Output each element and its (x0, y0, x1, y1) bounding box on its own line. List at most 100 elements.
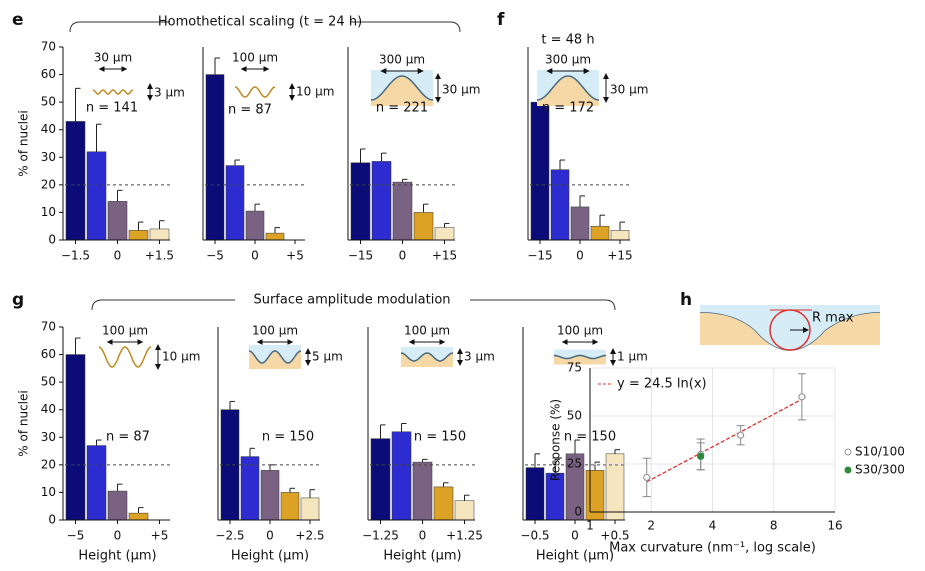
bar (570, 206, 590, 241)
y-tick-label: 0 (48, 513, 56, 527)
header: Homothetical scaling (t = 24 h) (158, 15, 362, 30)
bar (107, 490, 128, 521)
inset-wave (98, 346, 152, 368)
height-label: 3 µm (154, 86, 185, 100)
inset-substrate (537, 76, 599, 106)
x-tick-label: 16 (827, 519, 842, 533)
width-label: 100 µm (252, 324, 298, 338)
x-tick-label: −15 (348, 249, 373, 263)
height-label: 3 µm (464, 350, 495, 364)
x-axis-label: Height (µm) (231, 549, 309, 564)
x-tick-label: +5 (286, 249, 304, 263)
inset-wave (370, 75, 434, 101)
height-label: 5 µm (312, 350, 343, 364)
bracket-gap (235, 292, 470, 308)
bar (370, 438, 391, 521)
bar (149, 228, 170, 241)
y-axis-label: Response (%) (549, 399, 563, 481)
x-tick-label: −5 (67, 529, 85, 543)
header: t = 48 h (541, 33, 594, 48)
inset-label: R max (812, 311, 854, 326)
x-tick-label: 0 (571, 529, 579, 543)
x-tick-label: −0.5 (520, 529, 549, 543)
y-tick-label: 60 (41, 67, 56, 81)
inset-wave (400, 352, 454, 362)
x-tick-label: +2.5 (295, 529, 324, 543)
bar (392, 181, 413, 241)
bar (525, 467, 545, 521)
bar (65, 121, 86, 241)
bar (454, 500, 475, 521)
inset-substrate (371, 76, 433, 106)
bar (300, 497, 320, 521)
inset-wave (553, 354, 607, 360)
y-axis-label: % of nuclei (17, 110, 31, 176)
y-tick-label: 10 (41, 205, 56, 219)
fit-legend-label: y = 24.5 ln(x) (617, 377, 707, 392)
bar (280, 492, 300, 521)
bar (434, 227, 455, 241)
y-tick-label: 0 (574, 505, 582, 519)
x-axis-label: Height (µm) (383, 549, 461, 564)
bracket-gap (170, 14, 350, 30)
x-tick-label: 0 (399, 249, 407, 263)
n-label: n = 87 (106, 430, 150, 445)
y-tick-label: 30 (41, 430, 56, 444)
fit-line (646, 396, 807, 483)
width-label: 300 µm (379, 53, 425, 67)
legend-label: S10/100 (855, 445, 905, 459)
width-label: 300 µm (545, 53, 591, 67)
x-axis-label: Height (µm) (78, 549, 156, 564)
legend-key (844, 448, 852, 456)
inset-sky (700, 305, 880, 350)
x-tick-label: +15 (607, 249, 632, 263)
bar (550, 169, 570, 241)
y-tick-label: 30 (41, 150, 56, 164)
n-label: n = 221 (376, 101, 428, 116)
y-tick-label: 40 (41, 402, 56, 416)
x-axis-label: Height (µm) (536, 549, 614, 564)
x-tick-label: 0 (114, 249, 122, 263)
x-tick-label: +5 (151, 529, 169, 543)
x-tick-label: +1.25 (446, 529, 483, 543)
y-tick-label: 25 (567, 457, 582, 471)
bar (265, 232, 285, 241)
x-tick-label: 2 (647, 519, 655, 533)
bar (530, 101, 550, 241)
width-label: 30 µm (94, 51, 132, 65)
y-tick-label: 75 (567, 361, 582, 375)
x-tick-label: −1.25 (362, 529, 399, 543)
x-tick-label: +15 (432, 249, 457, 263)
y-tick-label: 60 (41, 347, 56, 361)
bar (610, 230, 630, 241)
header: Surface amplitude modulation (253, 293, 450, 308)
bar (590, 225, 610, 241)
bar (86, 151, 107, 241)
inset-wave (248, 350, 302, 364)
panel-letter: f (497, 10, 505, 30)
width-label: 100 µm (557, 324, 603, 338)
y-tick-label: 20 (41, 457, 56, 471)
x-tick-label: 0 (251, 249, 259, 263)
height-label: 10 µm (296, 85, 334, 99)
bar (260, 470, 280, 521)
point (737, 431, 745, 439)
bar (412, 461, 433, 521)
bar (65, 354, 86, 521)
bar (225, 165, 245, 241)
n-label: n = 141 (86, 101, 138, 116)
bar (86, 445, 107, 521)
x-tick-label: 0 (266, 529, 274, 543)
height-label: 1 µm (617, 350, 648, 364)
bar (220, 409, 240, 521)
height-label: 30 µm (610, 83, 648, 97)
height-label: 10 µm (162, 350, 200, 364)
y-tick-label: 20 (41, 177, 56, 191)
legend-key (844, 466, 852, 474)
y-tick-label: 10 (41, 485, 56, 499)
bar (350, 162, 371, 241)
x-tick-label: −15 (527, 249, 552, 263)
bar (413, 212, 434, 241)
width-label: 100 µm (404, 324, 450, 338)
